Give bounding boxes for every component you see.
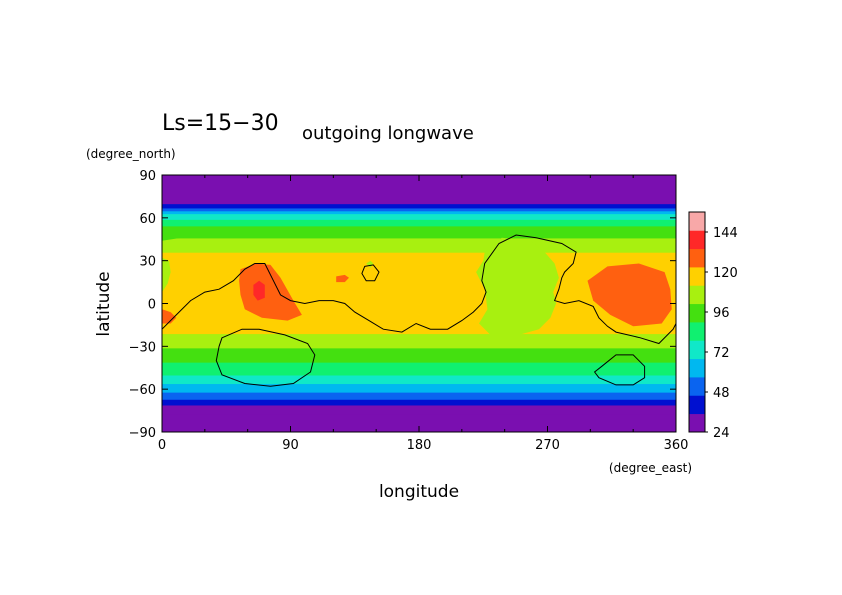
zonal-band-14 [162, 210, 676, 215]
heatmap-field [162, 175, 676, 432]
y-axis-units: (degree_north) [86, 147, 176, 161]
colorbar-label: 96 [713, 306, 730, 321]
y-tick-label: 90 [139, 169, 156, 184]
y-tick-label: −60 [129, 383, 156, 398]
region-patch-0 [476, 237, 559, 335]
zonal-band-10 [162, 237, 676, 253]
colorbar: 144 120 96 72 48 24 [688, 211, 738, 441]
colorbar-swatch [689, 358, 705, 378]
region-patch-8 [253, 280, 265, 301]
colorbar-swatch [689, 322, 705, 341]
zonal-band-15 [162, 207, 676, 212]
colorbar-swatch [689, 267, 705, 286]
x-axis-units: (degree_east) [609, 461, 692, 475]
colorbar-swatch [689, 230, 705, 250]
y-tick-label: 30 [139, 255, 156, 270]
region-patch-3 [496, 263, 508, 278]
x-axis: 0 90 180 270 360 [158, 175, 689, 453]
zonal-band-16 [162, 203, 676, 209]
region-patch-2 [162, 226, 676, 241]
zonal-band-2 [162, 399, 676, 406]
x-tick-label: 90 [282, 438, 299, 453]
zonal-band-5 [162, 374, 676, 385]
zonal-band-13 [162, 213, 676, 220]
colorbar-swatch [689, 248, 705, 268]
colorbar-swatch [689, 285, 705, 305]
colorbar-swatch [689, 303, 705, 323]
colorbar-label: 72 [713, 346, 730, 361]
colorbar-swatch [689, 212, 705, 231]
colorbar-label: 24 [713, 426, 730, 441]
y-tick-label: 60 [139, 212, 156, 227]
y-axis-label: latitude [94, 271, 114, 336]
colorbar-label: 120 [713, 266, 738, 281]
contour-line-2 [593, 354, 646, 386]
contour-line-3 [361, 264, 380, 282]
region-patch-9 [366, 260, 374, 268]
zonal-band-8 [162, 333, 676, 349]
colorbar-label: 48 [713, 386, 730, 401]
x-tick-label: 0 [158, 438, 166, 453]
y-tick-label: 0 [148, 298, 156, 313]
contour-lines [162, 234, 676, 387]
x-tick-label: 360 [664, 438, 689, 453]
contour-line-1 [215, 328, 316, 387]
colorbar-swatch [689, 377, 705, 396]
x-tick-label: 270 [535, 438, 560, 453]
region-patch-1 [162, 257, 171, 293]
region-patch-7 [162, 309, 177, 324]
colorbar-swatch [689, 413, 705, 433]
colorbar-swatch [689, 340, 705, 360]
chart-title-left: Ls=15−30 [162, 111, 279, 136]
zonal-band-6 [162, 362, 676, 376]
region-patch-5 [587, 263, 672, 327]
zonal-band-7 [162, 347, 676, 363]
colorbar-label: 144 [713, 226, 738, 241]
zonal-band-1 [162, 404, 676, 415]
y-axis: 90 60 30 0 −30 −60 −90 [129, 169, 676, 441]
chart-title-right: outgoing longwave [302, 123, 474, 144]
x-tick-label: 180 [407, 438, 432, 453]
y-tick-label: −30 [129, 340, 156, 355]
colorbar-frame [688, 211, 706, 433]
zonal-band-4 [162, 383, 676, 393]
zonal-band-12 [162, 219, 676, 227]
colorbar-swatch [689, 395, 705, 415]
region-patch-6 [336, 274, 349, 283]
zonal-band-3 [162, 392, 676, 400]
contour-line-0 [162, 234, 676, 345]
x-axis-label: longitude [379, 482, 459, 502]
y-tick-label: −90 [129, 426, 156, 441]
region-patch-4 [239, 263, 302, 321]
